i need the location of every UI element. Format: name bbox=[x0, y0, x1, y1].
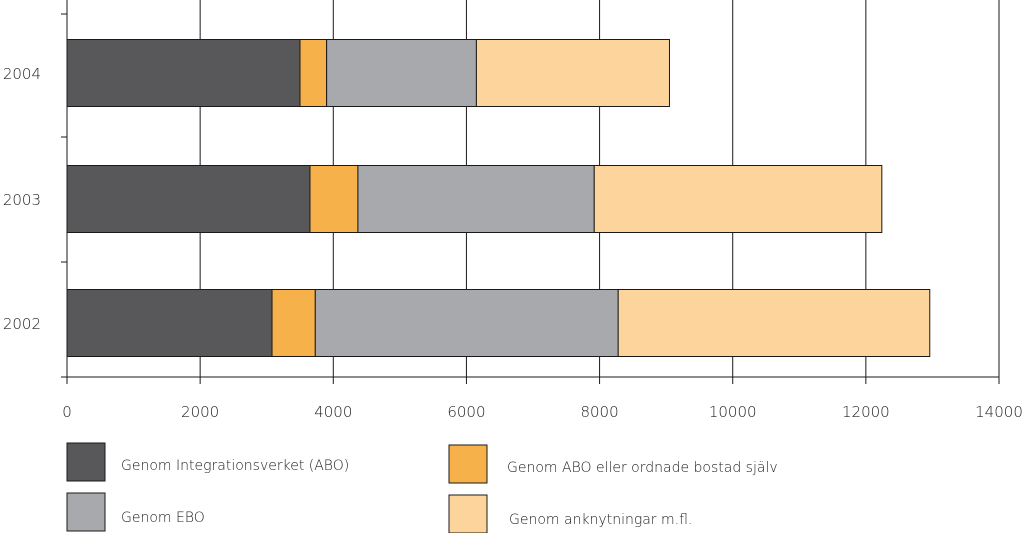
legend-swatch-3 bbox=[66, 492, 106, 532]
legend-label-1: Genom Integrationsverket (ABO) bbox=[121, 458, 349, 474]
legend: Genom Integrationsverket (ABO) Genom ABO … bbox=[66, 442, 778, 533]
legend-swatch-4 bbox=[448, 494, 488, 533]
x-tick-label-2000: 2000 bbox=[181, 403, 219, 421]
bar-2004-series-2 bbox=[299, 39, 328, 107]
legend-swatch-1 bbox=[66, 442, 106, 482]
legend-label-3: Genom EBO bbox=[121, 510, 205, 526]
bars bbox=[66, 39, 931, 357]
x-tick-label-10000: 10000 bbox=[709, 403, 757, 421]
x-axis-ticks: 0 2000 4000 6000 8000 10000 12000 14000 bbox=[62, 403, 1023, 421]
bar-2004-series-1 bbox=[66, 39, 301, 107]
x-tick-label-8000: 8000 bbox=[580, 403, 618, 421]
x-tick-label-4000: 4000 bbox=[314, 403, 352, 421]
bar-2002-series-1 bbox=[66, 289, 273, 357]
bar-2003-series-2 bbox=[309, 165, 359, 233]
bar-2004-series-3 bbox=[326, 39, 477, 107]
y-axis-labels: 2004 2003 2002 bbox=[3, 65, 41, 333]
x-tick-label-14000: 14000 bbox=[975, 403, 1023, 421]
category-label-2003: 2003 bbox=[3, 191, 41, 209]
x-tick-label-6000: 6000 bbox=[447, 403, 485, 421]
axes bbox=[61, 0, 1000, 384]
bar-2003-series-4 bbox=[593, 165, 883, 233]
bar-2003-series-1 bbox=[66, 165, 311, 233]
category-label-2004: 2004 bbox=[3, 65, 41, 83]
legend-label-2: Genom ABO eller ordnade bostad själv bbox=[507, 460, 778, 476]
bar-2003-series-3 bbox=[357, 165, 595, 233]
x-tick-label-12000: 12000 bbox=[842, 403, 890, 421]
bar-2002-series-3 bbox=[314, 289, 619, 357]
legend-label-4: Genom anknytningar m.fl. bbox=[509, 512, 692, 528]
x-tick-label-0: 0 bbox=[62, 403, 72, 421]
bar-2002-series-2 bbox=[271, 289, 316, 357]
legend-swatch-2 bbox=[448, 444, 488, 484]
bar-2002-series-4 bbox=[617, 289, 931, 357]
category-label-2002: 2002 bbox=[3, 315, 41, 333]
bar-2004-series-4 bbox=[475, 39, 670, 107]
